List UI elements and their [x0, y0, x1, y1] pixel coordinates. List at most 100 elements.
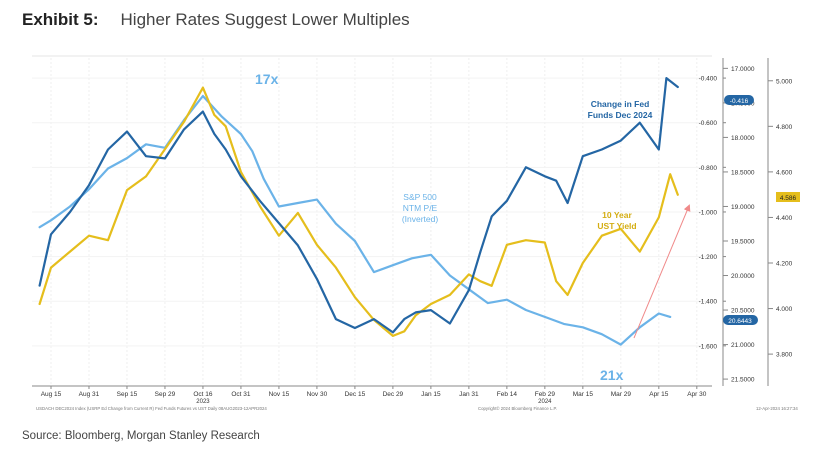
series-point-yield	[449, 294, 451, 296]
x-tick-label: Feb 14	[497, 391, 518, 398]
series-point-yield	[213, 114, 216, 116]
series-point-fed	[278, 222, 280, 224]
series-point-yield	[639, 250, 641, 253]
series-point-yield	[468, 273, 470, 276]
series-line-pe	[38, 94, 672, 346]
series-point-fed	[213, 133, 216, 135]
source-note: Source: Bloomberg, Morgan Stanley Resear…	[22, 430, 260, 442]
x-year-label: 2023	[196, 399, 210, 405]
series-layer	[38, 77, 679, 346]
series-point-fed	[38, 284, 41, 287]
series-point-fed	[506, 200, 508, 202]
series-point-fed	[639, 121, 641, 124]
series-point-pe	[221, 115, 223, 118]
series-point-yield	[620, 228, 622, 230]
series-point-fed	[316, 278, 318, 280]
x-tick-label: Oct 16	[193, 391, 213, 398]
series-line-yield	[38, 86, 679, 337]
fine-print-right: 12-Apr-2024 16:27:34	[756, 406, 798, 411]
x-tick-label: Dec 29	[383, 391, 404, 398]
series-point-fed	[69, 211, 71, 213]
series-point-fed	[555, 179, 557, 182]
series-point-pe	[373, 271, 375, 273]
series-point-yield	[677, 193, 679, 196]
x-tick-label: Sep 29	[155, 391, 176, 398]
series-point-fed	[665, 77, 668, 79]
series-point-fed	[335, 318, 337, 320]
series-point-fed	[490, 215, 493, 218]
series-point-pe	[525, 309, 527, 311]
series-point-yield	[555, 280, 557, 282]
series-point-yield	[164, 148, 166, 150]
series-point-pe	[88, 188, 90, 190]
series-point-yield	[525, 239, 527, 241]
series-point-fed	[50, 233, 52, 236]
yield-series-label-line1: 10 Year	[602, 210, 632, 220]
yield-tick-label: 4.800	[776, 124, 793, 131]
yield-tick-label: 5.000	[776, 78, 793, 85]
series-point-pe	[544, 316, 546, 318]
series-point-yield	[38, 303, 41, 305]
x-tick-label: Nov 15	[269, 391, 290, 398]
series-point-pe	[506, 298, 508, 301]
fed-tick-label: -0.600	[699, 120, 718, 127]
series-point-pe	[658, 312, 660, 315]
pe-tick-label: 21.5000	[731, 377, 755, 384]
series-point-fed	[107, 148, 109, 151]
series-point-pe	[38, 226, 41, 228]
series-point-fed	[658, 148, 660, 151]
exhibit-label: Exhibit 5:	[22, 10, 99, 29]
series-point-yield	[50, 266, 52, 269]
x-tick-label: Nov 30	[307, 391, 328, 398]
series-point-yield	[145, 175, 147, 178]
fed-tick-label: -1.200	[699, 254, 718, 261]
series-point-yield	[88, 234, 90, 237]
series-point-fed	[297, 244, 299, 247]
series-point-fed	[403, 318, 406, 320]
series-point-yield	[316, 244, 318, 246]
fed-series-label-line2: Funds Dec 2024	[588, 110, 653, 120]
series-point-pe	[262, 178, 265, 180]
series-point-fed	[544, 175, 546, 178]
series-point-pe	[392, 264, 394, 266]
fed-series-label-line1: Change in Fed	[591, 99, 650, 109]
fed-tick-label: -0.800	[699, 165, 718, 172]
x-tick-label: Feb 29	[535, 391, 556, 398]
yield-axis-ticks: 5.000 4.800 4.600 4.400 4.200 4.000 3.800	[768, 78, 793, 359]
series-pe	[38, 94, 672, 346]
fine-print-center: Copyright© 2024 Bloomberg Finance L.P.	[478, 406, 557, 411]
yield-series-label-line2: UST Yield	[597, 221, 636, 231]
yield-tick-label: 3.800	[776, 352, 793, 359]
series-point-pe	[487, 302, 489, 304]
pe-tick-label: 18.5000	[731, 169, 755, 176]
x-tick-label: Dec 15	[345, 391, 366, 398]
series-point-pe	[278, 205, 280, 208]
x-tick-label: Mar 15	[573, 391, 594, 398]
pe-axis-ticks: 17.000017.500018.000018.500019.000019.50…	[723, 66, 755, 384]
series-point-fed	[582, 155, 584, 157]
series-point-fed	[373, 318, 375, 320]
x-axis-ticks: Aug 15 Aug 31 Sep 15 Sep 29 Oct 16 Oct 31 Nov …	[41, 386, 707, 405]
series-fed	[38, 77, 679, 334]
series-point-fed	[354, 327, 356, 329]
series-point-yield	[183, 121, 185, 123]
yield-tick-label: 4.600	[776, 169, 793, 176]
pe-series-label-line3: (Inverted)	[402, 214, 439, 224]
yield-tick-label: 4.200	[776, 261, 793, 268]
pe-tick-label: 20.0000	[731, 273, 755, 280]
grid-lines	[32, 58, 712, 386]
series-point-yield	[69, 250, 71, 253]
pe-series-label-line1: S&P 500	[403, 192, 437, 202]
pe-tick-label: 19.5000	[731, 238, 755, 245]
series-point-yield	[354, 296, 356, 298]
pe-series-label-line2: NTM P/E	[403, 203, 438, 213]
series-point-yield	[479, 280, 482, 282]
series-point-pe	[639, 326, 641, 329]
series-point-yield	[126, 189, 128, 191]
series-yield	[38, 86, 679, 337]
yield-last-value-badge: 4.586	[776, 192, 800, 202]
trend-arrow	[633, 204, 691, 339]
series-point-yield	[566, 294, 569, 296]
series-point-yield	[392, 335, 394, 337]
pe-tick-label: 21.0000	[731, 342, 755, 349]
